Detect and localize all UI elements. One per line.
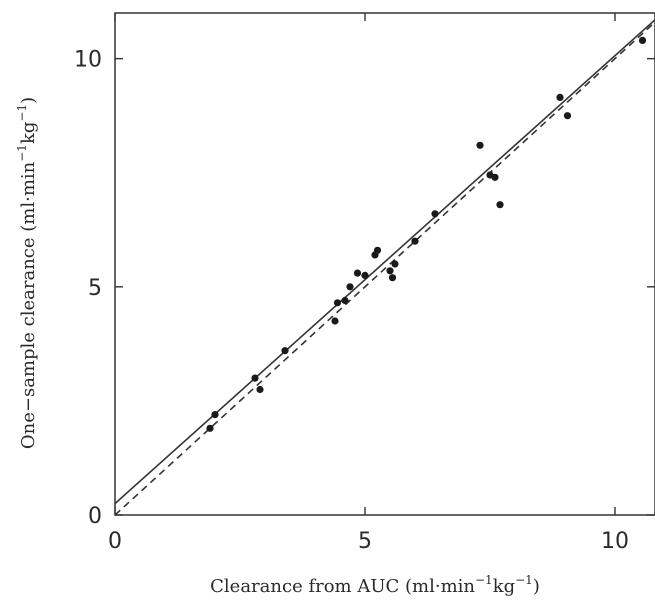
data-point (373, 246, 382, 254)
points-layer (206, 36, 647, 432)
x-axis-title: Clearance from AUC (ml·min−1kg−1) (210, 573, 540, 597)
data-point (391, 260, 399, 268)
data-point (341, 296, 349, 305)
data-point (563, 112, 572, 120)
data-point (411, 237, 419, 245)
data-point (333, 299, 342, 307)
data-point (638, 36, 647, 45)
ticks-layer: 0 5 10 0 5 10 (74, 13, 655, 554)
data-point (206, 424, 214, 432)
data-point (556, 93, 564, 101)
regression-line (114, 19, 655, 505)
plot-frame (114, 12, 655, 516)
y-tick-label: 10 (74, 48, 102, 73)
data-point (211, 411, 219, 419)
data-point (353, 269, 362, 277)
data-point (346, 283, 354, 291)
data-point (476, 141, 484, 149)
data-point (388, 274, 397, 282)
x-tick-label: 0 (108, 529, 122, 554)
data-point (491, 173, 499, 181)
y-axis-title: One−sample clearance (ml·min−1kg−1) (15, 97, 39, 449)
x-tick-label: 10 (601, 529, 629, 554)
data-point (386, 267, 394, 275)
data-point (496, 201, 504, 209)
y-tick-label: 0 (88, 504, 102, 529)
data-point (361, 271, 369, 279)
y-tick-label: 5 (88, 276, 102, 301)
data-point (251, 374, 259, 382)
data-point (431, 210, 439, 218)
data-point (281, 347, 289, 355)
lines-layer (114, 19, 655, 516)
identity-line (114, 21, 655, 516)
data-point (331, 317, 339, 325)
x-tick-label: 5 (358, 529, 372, 554)
data-point (256, 385, 264, 394)
